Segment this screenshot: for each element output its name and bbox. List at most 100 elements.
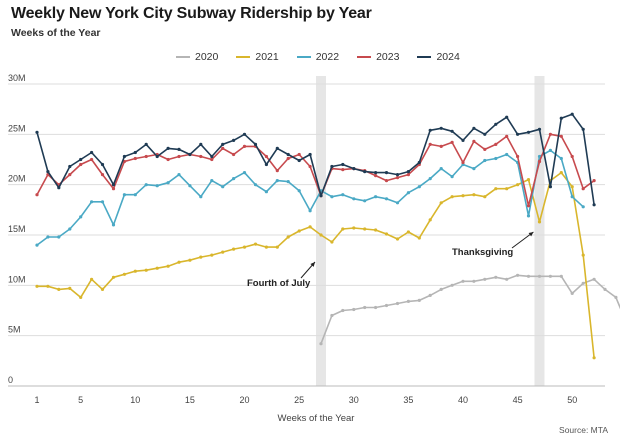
data-point-2021	[483, 195, 487, 199]
data-point-2022	[68, 227, 72, 231]
data-point-2023	[68, 173, 72, 177]
data-point-2020	[494, 275, 498, 279]
x-tick-label: 15	[185, 395, 195, 405]
data-point-2024	[417, 160, 421, 165]
data-point-2023	[374, 174, 378, 178]
data-point-2024	[286, 152, 290, 157]
data-point-2023	[210, 157, 214, 162]
annotation-label: Fourth of July	[247, 278, 311, 289]
data-point-2021	[46, 284, 50, 288]
data-point-2024	[232, 138, 236, 142]
data-point-2024	[166, 146, 170, 150]
data-point-2022	[264, 190, 268, 194]
y-tick-label: 5M	[8, 325, 21, 335]
data-point-2022	[352, 197, 356, 201]
series-line-2022	[36, 149, 584, 246]
data-point-2024	[133, 150, 137, 155]
data-point-2022	[297, 189, 301, 193]
x-tick-label: 45	[513, 395, 523, 405]
data-point-2022	[548, 148, 553, 152]
data-point-2022	[133, 193, 137, 197]
data-point-2021	[505, 187, 509, 191]
x-tick-label: 35	[403, 395, 413, 405]
chart-subtitle: Weeks of the Year	[11, 27, 101, 39]
data-point-2020	[341, 308, 345, 313]
data-point-2023	[79, 162, 83, 167]
data-point-2023	[166, 157, 170, 162]
x-tick-label: 50	[567, 395, 577, 405]
data-point-2024	[483, 132, 487, 136]
data-point-2023	[472, 139, 476, 143]
data-point-2023	[505, 134, 509, 138]
data-point-2022	[505, 152, 509, 157]
data-point-2023	[35, 193, 39, 197]
data-point-2022	[374, 195, 378, 199]
data-point-2020	[374, 305, 378, 310]
data-point-2020	[548, 274, 553, 278]
data-point-2021	[242, 245, 247, 249]
data-point-2021	[100, 287, 105, 291]
y-tick-label: 0	[8, 375, 13, 385]
data-point-2022	[155, 184, 159, 188]
highlight-band-1	[316, 76, 326, 386]
data-point-2020	[352, 307, 356, 312]
data-point-2022	[428, 177, 432, 181]
data-point-2022	[363, 199, 367, 203]
data-point-2023	[581, 187, 585, 191]
data-point-2024	[319, 194, 323, 198]
data-point-2021	[341, 227, 345, 231]
data-point-2022	[177, 173, 181, 177]
data-point-2024	[122, 154, 126, 159]
y-tick-label: 15M	[8, 224, 26, 234]
data-point-2023	[100, 173, 105, 177]
data-point-2024	[352, 167, 356, 171]
data-point-2023	[570, 154, 574, 159]
data-point-2024	[505, 115, 509, 119]
data-point-2021	[68, 286, 72, 290]
data-point-2023	[483, 147, 487, 151]
data-point-2021	[417, 236, 421, 240]
data-point-2024	[100, 162, 105, 167]
chart-legend: 2020 2021 2022 2023 2024	[176, 51, 460, 63]
chart-title: Weekly New York City Subway Ridership by…	[11, 5, 372, 22]
data-point-2020	[505, 277, 509, 281]
data-point-2020	[330, 313, 334, 318]
x-tick-label: 1	[34, 395, 39, 405]
data-point-2022	[472, 167, 476, 171]
data-point-2020	[472, 279, 476, 283]
data-point-2024	[592, 203, 596, 207]
data-point-2020	[559, 274, 563, 278]
data-point-2022	[188, 184, 192, 188]
data-point-2021	[35, 284, 39, 288]
data-point-2024	[144, 142, 148, 146]
data-point-2020	[592, 277, 596, 281]
data-point-2022	[35, 243, 39, 247]
data-point-2024	[308, 152, 312, 157]
data-point-2024	[581, 127, 585, 131]
data-point-2022	[450, 175, 454, 179]
data-point-2024	[79, 157, 83, 162]
legend-label-2022: 2022	[315, 51, 340, 63]
data-point-2021	[232, 247, 236, 251]
data-point-2023	[264, 154, 268, 159]
data-point-2024	[275, 146, 279, 150]
data-point-2022	[417, 185, 421, 189]
data-point-2023	[308, 164, 312, 169]
data-point-2021	[559, 171, 563, 175]
data-point-2023	[221, 146, 225, 150]
data-point-2024	[210, 154, 214, 159]
legend-swatch-2021	[236, 56, 251, 58]
data-point-2020	[428, 293, 432, 297]
data-point-2021	[450, 195, 454, 199]
data-point-2023	[242, 144, 247, 148]
data-point-2023	[461, 160, 465, 165]
annotation-arrowhead	[528, 232, 534, 237]
data-point-2021	[111, 275, 116, 279]
data-point-2022	[100, 200, 105, 204]
data-point-2024	[363, 170, 367, 174]
data-point-2024	[384, 171, 389, 175]
x-tick-label: 25	[294, 395, 304, 405]
data-point-2020	[603, 287, 607, 291]
legend-item-2020: 2020	[176, 51, 218, 63]
